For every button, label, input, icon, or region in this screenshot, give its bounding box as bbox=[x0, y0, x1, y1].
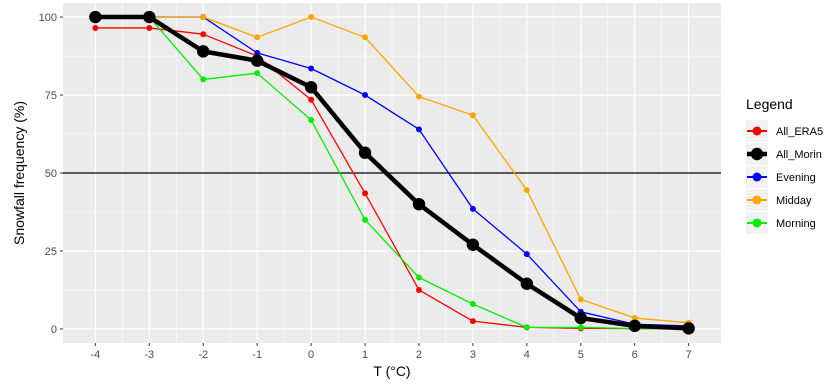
x-tick-label: -4 bbox=[90, 349, 100, 361]
data-point-morning bbox=[362, 216, 369, 223]
data-point-morning bbox=[577, 324, 584, 331]
data-point-evening bbox=[308, 65, 315, 72]
data-point-all-morin bbox=[574, 311, 587, 325]
x-tick-label: 0 bbox=[308, 349, 314, 361]
series-line-morning bbox=[95, 16, 689, 330]
data-point-all-morin bbox=[466, 238, 480, 251]
legend-item-morning: Morning bbox=[746, 212, 816, 234]
data-point-morning bbox=[523, 324, 530, 331]
x-tick-label: 7 bbox=[686, 349, 692, 361]
data-point-morning bbox=[254, 70, 261, 77]
legend-item-all-morin: All_Morin bbox=[746, 143, 822, 165]
x-tick-label: -1 bbox=[252, 349, 262, 361]
data-point-all-era5 bbox=[200, 31, 207, 38]
data-point-all-era5 bbox=[469, 318, 476, 325]
data-point-evening bbox=[523, 251, 530, 258]
data-point-all-era5 bbox=[146, 24, 153, 31]
data-point-all-morin bbox=[143, 10, 156, 24]
data-point-evening bbox=[254, 49, 261, 56]
data-point-midday bbox=[415, 93, 422, 100]
data-point-all-morin bbox=[682, 322, 695, 335]
legend-key-point bbox=[752, 218, 762, 228]
data-point-morning bbox=[308, 116, 315, 123]
legend-item-all-era5: All_ERA5 bbox=[746, 120, 823, 142]
x-tick-label: 4 bbox=[524, 349, 530, 361]
y-tick-label: 25 bbox=[45, 246, 57, 258]
data-point-all-morin bbox=[89, 10, 102, 24]
data-point-midday bbox=[469, 112, 476, 119]
data-point-midday bbox=[254, 34, 261, 41]
y-axis-ticks: 0 25 50 75 100 bbox=[39, 12, 63, 336]
legend-label-midday: Midday bbox=[776, 195, 812, 207]
legend-title: Legend bbox=[746, 96, 793, 112]
legend: Legend All_ERA5 All_Morin Evening Midday Mor… bbox=[746, 96, 823, 234]
x-tick-label: 5 bbox=[578, 349, 584, 361]
legend-key-point bbox=[752, 126, 762, 136]
data-point-all-morin bbox=[197, 45, 210, 58]
legend-key-point bbox=[752, 195, 762, 205]
legend-label-evening: Evening bbox=[776, 172, 816, 184]
data-point-morning bbox=[200, 76, 207, 83]
data-point-midday bbox=[523, 187, 530, 194]
y-axis-title: Snowfall frequency (%) bbox=[11, 101, 27, 245]
series-line-midday bbox=[95, 16, 689, 324]
series-points bbox=[89, 10, 695, 335]
data-point-midday bbox=[362, 34, 369, 41]
y-tick-label: 50 bbox=[45, 168, 57, 180]
legend-label-all-morin: All_Morin bbox=[776, 149, 822, 161]
legend-item-evening: Evening bbox=[746, 166, 816, 188]
data-point-all-morin bbox=[412, 197, 426, 211]
x-tick-label: 6 bbox=[632, 349, 638, 361]
legend-key-point bbox=[752, 172, 762, 182]
data-point-all-morin bbox=[358, 146, 372, 159]
legend-key-point bbox=[750, 147, 764, 161]
data-point-all-morin bbox=[304, 81, 318, 94]
x-tick-label: -3 bbox=[144, 349, 154, 361]
data-point-all-morin bbox=[520, 277, 534, 290]
y-tick-label: 0 bbox=[51, 324, 57, 336]
x-tick-label: 3 bbox=[470, 349, 476, 361]
data-point-all-morin bbox=[628, 319, 641, 333]
data-point-morning bbox=[415, 274, 422, 281]
data-point-evening bbox=[415, 126, 422, 133]
x-tick-label: 2 bbox=[416, 349, 422, 361]
data-point-midday bbox=[577, 296, 584, 303]
legend-label-all-era5: All_ERA5 bbox=[776, 126, 823, 138]
data-point-midday bbox=[308, 14, 315, 21]
y-tick-label: 100 bbox=[39, 12, 57, 24]
data-point-all-era5 bbox=[92, 24, 99, 31]
series-line-all-morin bbox=[95, 14, 689, 331]
legend-item-midday: Midday bbox=[746, 189, 812, 211]
data-point-all-era5 bbox=[362, 190, 369, 197]
series-lines bbox=[95, 14, 689, 331]
data-point-evening bbox=[362, 92, 369, 99]
data-point-midday bbox=[200, 14, 207, 21]
x-axis-ticks: -4 -3 -2 -1 0 1 2 3 4 5 6 7 bbox=[90, 343, 692, 361]
x-axis-title: T (°C) bbox=[373, 363, 410, 379]
x-tick-label: 1 bbox=[362, 349, 368, 361]
data-point-midday bbox=[631, 315, 638, 322]
y-tick-label: 75 bbox=[45, 90, 57, 102]
x-tick-label: -2 bbox=[198, 349, 208, 361]
data-point-all-era5 bbox=[415, 286, 422, 293]
data-point-all-era5 bbox=[308, 96, 315, 103]
data-point-morning bbox=[469, 301, 476, 308]
legend-label-morning: Morning bbox=[776, 218, 816, 230]
data-point-all-morin bbox=[250, 54, 264, 67]
series-line-all-era5 bbox=[95, 27, 689, 330]
data-point-evening bbox=[469, 205, 476, 212]
